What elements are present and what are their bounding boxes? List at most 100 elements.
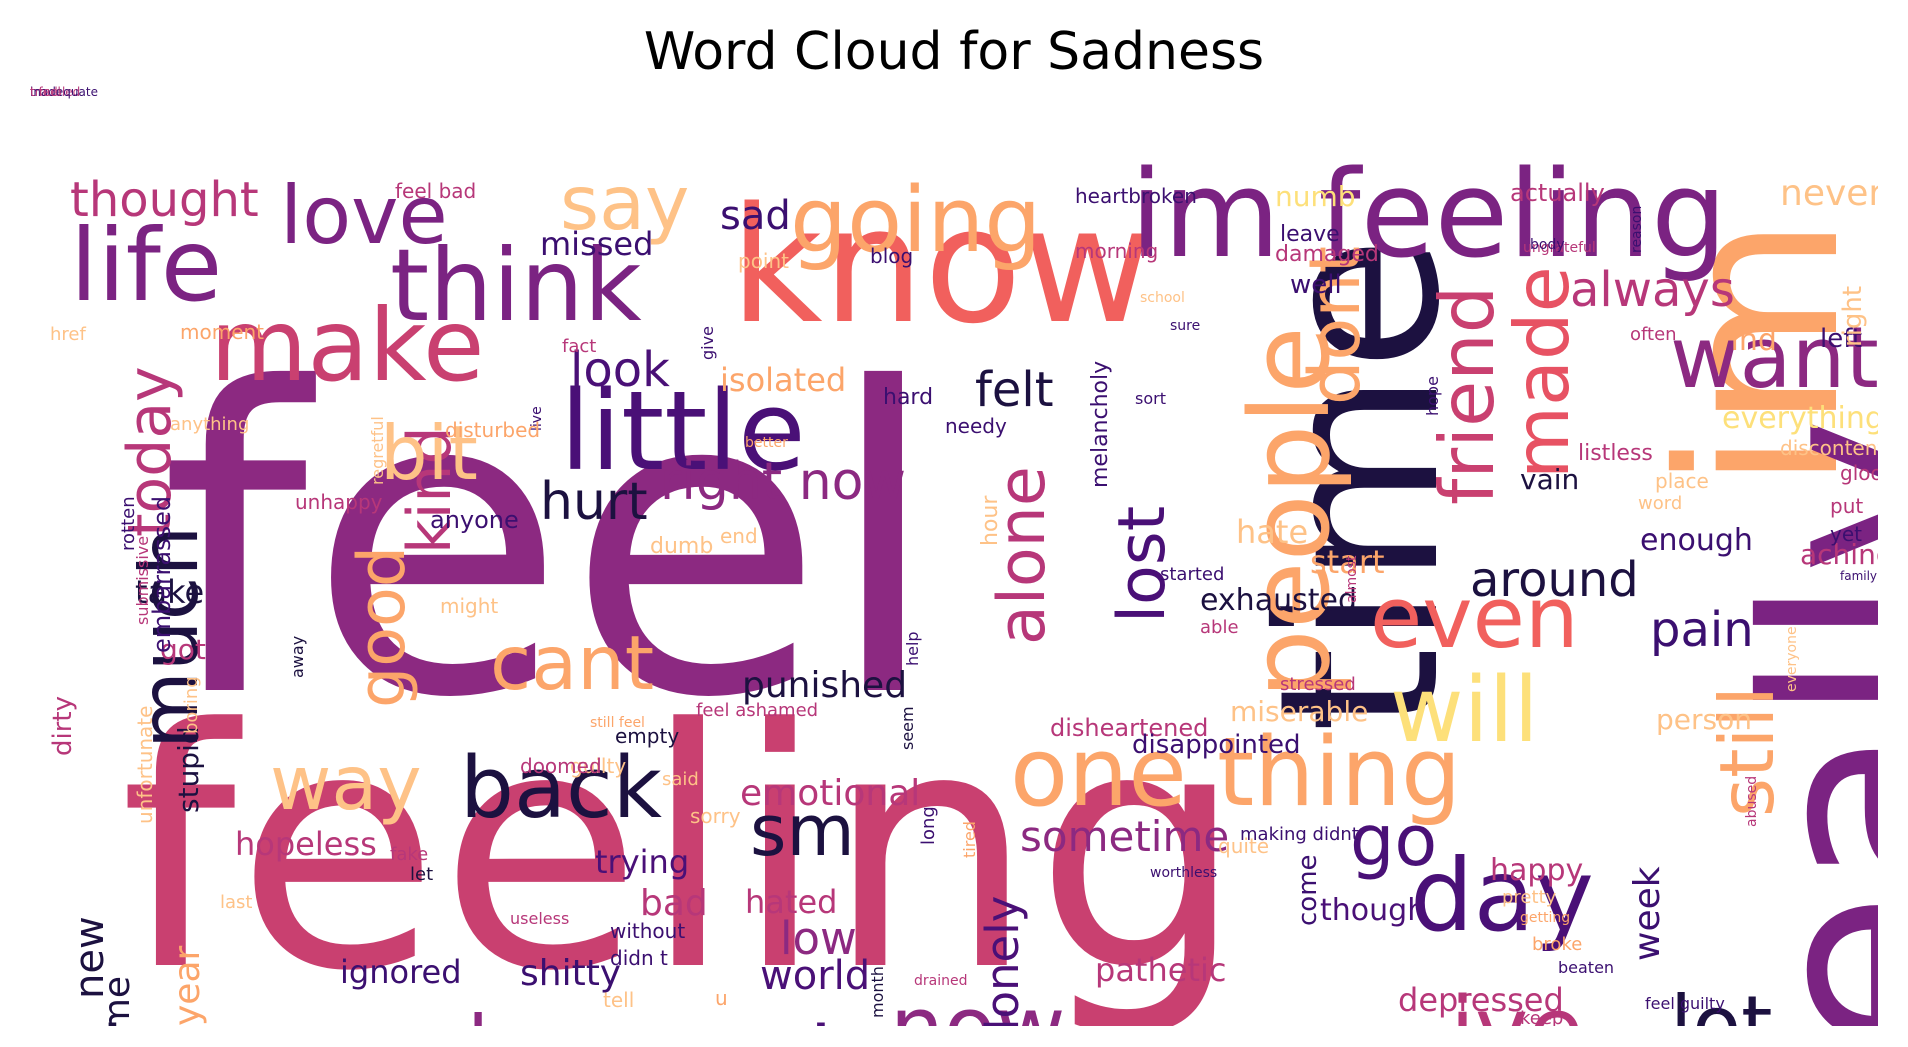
word-heartbroken: heartbroken [1075, 184, 1197, 208]
word-fake: fake [390, 844, 429, 865]
word-boring: boring [181, 676, 202, 734]
word-hard: hard [883, 385, 934, 410]
word-don-t: don t [70, 1016, 290, 1026]
word-troubled: troubled [30, 86, 81, 99]
word-know: know [730, 172, 1153, 359]
word-stressed: stressed [1280, 674, 1356, 695]
word-come: come [1293, 854, 1323, 926]
word-gloomy: gloomy [1840, 461, 1878, 485]
word-end: end [720, 524, 758, 548]
word-inadequate: inadequate [30, 86, 98, 99]
word-started: started [1160, 564, 1225, 585]
word-one-thing: one thing [1010, 718, 1462, 828]
word-away: away [288, 635, 307, 678]
word-submissive: submissive [133, 535, 152, 625]
word-drained: drained [914, 973, 968, 989]
word-hope: hope [1423, 376, 1442, 416]
word-work: work [320, 1006, 514, 1027]
word-dirty: dirty [48, 696, 78, 756]
word-year: year [167, 945, 208, 1026]
word-anything: anything [170, 414, 250, 435]
word-feeling: feeling [120, 659, 1245, 1026]
word-listless: listless [1578, 441, 1653, 466]
word-stupid: stupid [172, 726, 205, 813]
word-long: long [918, 806, 939, 845]
word-regretful: regretful [368, 416, 387, 485]
word-quite: quite [1218, 834, 1270, 858]
word-emotional: emotional [740, 773, 921, 814]
word-word: word [1638, 493, 1683, 514]
word-ungrateful: ungrateful [1523, 240, 1596, 256]
word-now: now [890, 986, 1065, 1026]
word-everyone: everyone [1784, 626, 1800, 692]
word-cant: cant [490, 619, 655, 707]
word-ignored: ignored [340, 953, 462, 991]
word-getting: getting [1520, 910, 1571, 926]
word-feel-bad: feel bad [395, 179, 477, 203]
word-disappointed: disappointed [1132, 730, 1301, 760]
word-still-feel: still feel [590, 715, 645, 731]
word-felt: felt [975, 362, 1054, 418]
word-embarrassed: embarrassed [148, 495, 176, 653]
word-fact: fact [562, 336, 597, 357]
word-exhausted: exhausted [1200, 583, 1357, 618]
word-start: start [1310, 543, 1385, 581]
word-around: around [1470, 552, 1639, 608]
word-give: give [698, 326, 717, 360]
word-damaged: damaged [1275, 242, 1379, 267]
word-actually: actually [1510, 179, 1605, 207]
word-right-now: right now [660, 452, 907, 512]
word-enough: enough [1640, 523, 1753, 558]
word-got: got [160, 633, 206, 666]
word-keep: keep [1520, 1008, 1564, 1027]
word-point: point [738, 249, 790, 273]
word-blog: blog [870, 244, 914, 268]
word-life: life [70, 207, 223, 324]
word-aching: aching [1800, 538, 1878, 571]
word-melancholy: melancholy [1088, 360, 1113, 488]
word-needy: needy [945, 414, 1007, 438]
word-bit: bit [380, 409, 478, 497]
word-week: week [1627, 866, 1668, 961]
word-feel-guilty: feel guilty [1645, 994, 1725, 1013]
word-hated: hated [745, 883, 838, 921]
word-alone: alone [985, 466, 1060, 645]
word-go: go [1350, 800, 1438, 882]
word-discontent: discontent [1780, 436, 1878, 460]
word-left: left [1820, 324, 1863, 354]
word-put: put [1830, 494, 1864, 518]
word-lonely: lonely [976, 895, 1029, 1026]
word-little: little [560, 367, 806, 495]
word-say: say [560, 159, 690, 247]
word-vain: vain [1520, 463, 1580, 496]
word-will: will [1390, 658, 1539, 763]
word-sm: sm [750, 790, 855, 872]
word-reason: reason [1629, 205, 1645, 253]
word-leave: leave [1280, 222, 1340, 247]
word-pretty: pretty [1502, 887, 1557, 908]
word-tired: tired [960, 821, 979, 858]
word-moment: moment [180, 320, 265, 344]
word-even: even [1370, 569, 1579, 668]
word-sad: sad [720, 193, 791, 239]
word-hour: hour [978, 495, 1003, 546]
word-dumb: dumb [650, 534, 714, 559]
word-let: let [410, 864, 434, 885]
word-might: might [440, 594, 499, 618]
word-body: body [1530, 237, 1565, 253]
word-well: well [1290, 270, 1342, 300]
word-doomed: doomed [520, 754, 602, 778]
word-shitty: shitty [520, 953, 622, 994]
word-back: back [460, 739, 662, 838]
word-tell: tell [603, 988, 635, 1012]
word-depressed: depressed [1398, 981, 1564, 1019]
word-made: made [1498, 266, 1586, 479]
word-pathetic: pathetic [1095, 951, 1227, 989]
word-low: low [780, 912, 857, 965]
word-u: u [715, 986, 728, 1010]
word-worthless: worthless [1150, 865, 1218, 881]
word-love: love [280, 169, 448, 262]
word-almost: almost [1344, 555, 1360, 603]
word-happy: happy [1490, 853, 1584, 888]
word-seem: seem [898, 706, 917, 750]
